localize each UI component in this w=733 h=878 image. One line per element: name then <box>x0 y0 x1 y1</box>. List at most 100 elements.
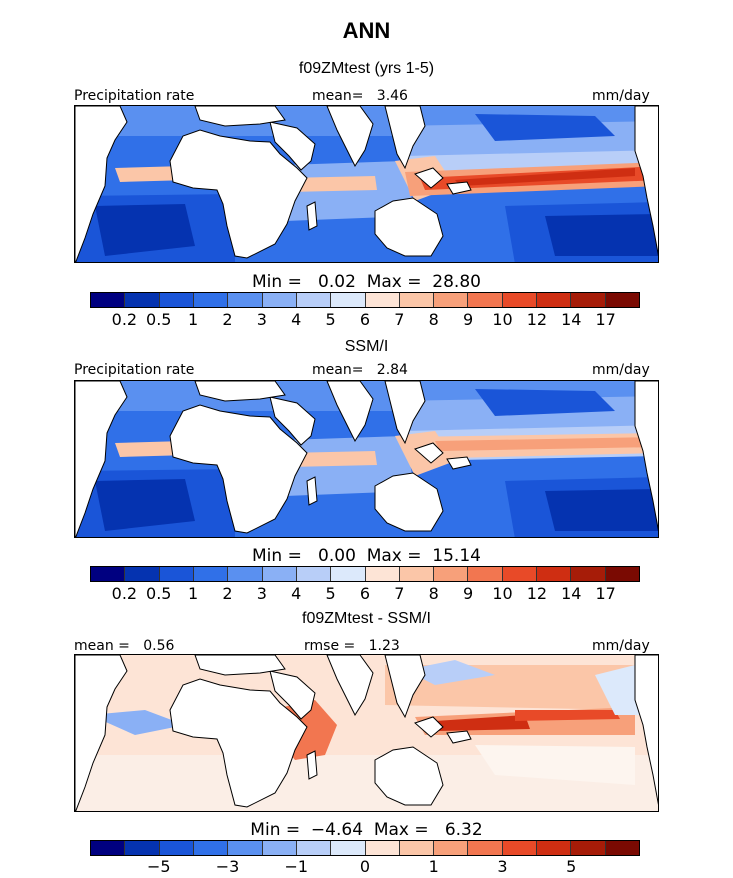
colorbar-tick-label: 12 <box>526 310 548 329</box>
panel-2-precip-map <box>74 380 659 538</box>
colorbar-swatch <box>331 841 366 855</box>
panel-2-mean-label: mean= 2.84 <box>312 362 408 378</box>
colorbar-tick-label: 6 <box>359 310 371 329</box>
panel-3-colorbar-ticks: −5 −3 −1 0 1 3 5 <box>90 857 640 877</box>
colorbar-tick-label: 12 <box>526 584 548 603</box>
colorbar-tick-label: 10 <box>492 584 513 603</box>
colorbar-swatch <box>193 567 229 581</box>
colorbar-swatch <box>502 293 538 307</box>
colorbar-swatch <box>91 567 126 581</box>
panel-2-units-label: mm/day <box>592 362 650 378</box>
colorbar-tick-label: 1 <box>428 857 439 876</box>
panel-1-precip-map <box>74 105 659 263</box>
colorbar-swatch <box>193 293 229 307</box>
colorbar-tick-label: 7 <box>394 584 405 603</box>
colorbar-swatch <box>91 293 126 307</box>
colorbar-swatch <box>537 567 572 581</box>
figure-title: ANN <box>342 18 391 43</box>
colorbar-tick-label: 0.2 <box>111 584 138 603</box>
colorbar-swatch <box>159 841 194 855</box>
colorbar-tick-label: 10 <box>492 310 513 329</box>
panel-1-colorbar <box>90 292 640 308</box>
colorbar-tick-label: 5 <box>566 857 577 876</box>
colorbar-tick-label: 0 <box>359 857 371 876</box>
colorbar-swatch <box>228 841 263 855</box>
colorbar-swatch <box>91 841 126 855</box>
colorbar-swatch <box>365 567 400 581</box>
panel-1-units-label: mm/day <box>592 88 650 104</box>
panel-3-subtitle: f09ZMtest - SSM/I <box>302 610 431 627</box>
panel-2-colorbar <box>90 566 640 582</box>
colorbar-tick-label: 17 <box>595 310 616 329</box>
panel-1-mean-label: mean= 3.46 <box>312 88 408 104</box>
colorbar-swatch <box>365 293 400 307</box>
colorbar-tick-label: 14 <box>561 584 582 603</box>
colorbar-swatch <box>228 567 263 581</box>
colorbar-swatch <box>605 293 639 307</box>
colorbar-tick-label: 9 <box>463 584 474 603</box>
panel-1-minmax: Min = 0.02 Max = 28.80 <box>252 272 481 292</box>
colorbar-tick-label: 17 <box>595 584 616 603</box>
colorbar-swatch <box>331 567 366 581</box>
colorbar-swatch <box>434 293 469 307</box>
colorbar-tick-label: 4 <box>291 584 302 603</box>
colorbar-tick-label: 8 <box>428 310 439 329</box>
colorbar-swatch <box>228 293 263 307</box>
panel-3-rmse-label: rmse = 1.23 <box>304 638 400 654</box>
colorbar-tick-label: 14 <box>561 310 582 329</box>
colorbar-tick-label: 7 <box>394 310 405 329</box>
colorbar-tick-label: −1 <box>284 857 309 876</box>
colorbar-swatch <box>262 293 297 307</box>
colorbar-swatch <box>571 293 606 307</box>
colorbar-swatch <box>571 567 606 581</box>
colorbar-tick-label: 1 <box>188 584 199 603</box>
colorbar-swatch <box>296 841 332 855</box>
colorbar-tick-label: 5 <box>325 310 336 329</box>
colorbar-swatch <box>399 567 435 581</box>
colorbar-swatch <box>125 293 160 307</box>
colorbar-swatch <box>468 567 503 581</box>
panel-2-subtitle: SSM/I <box>344 338 389 355</box>
colorbar-tick-label: 2 <box>222 584 233 603</box>
panel-1-subtitle: f09ZMtest (yrs 1-5) <box>298 60 435 77</box>
colorbar-swatch <box>296 293 332 307</box>
panel-3-difference-map <box>74 654 659 812</box>
colorbar-tick-label: −3 <box>215 857 240 876</box>
panel-2-variable-label: Precipitation rate <box>74 362 195 378</box>
colorbar-swatch <box>331 293 366 307</box>
colorbar-swatch <box>399 293 435 307</box>
colorbar-tick-label: −5 <box>146 857 171 876</box>
panel-2-colorbar-ticks: 0.2 0.5 1 2 3 4 5 6 7 8 9 10 12 14 17 <box>90 584 640 604</box>
colorbar-swatch <box>605 567 639 581</box>
colorbar-tick-label: 0.2 <box>111 310 138 329</box>
colorbar-swatch <box>537 293 572 307</box>
colorbar-tick-label: 3 <box>497 857 508 876</box>
colorbar-swatch <box>502 841 538 855</box>
colorbar-swatch <box>434 567 469 581</box>
colorbar-tick-label: 2 <box>222 310 233 329</box>
colorbar-tick-label: 3 <box>256 310 267 329</box>
colorbar-swatch <box>434 841 469 855</box>
colorbar-swatch <box>605 841 639 855</box>
colorbar-tick-label: 9 <box>463 310 474 329</box>
panel-3-colorbar <box>90 840 640 856</box>
colorbar-tick-label: 0.5 <box>146 310 172 329</box>
panel-3-mean-label: mean = 0.56 <box>74 638 175 654</box>
colorbar-tick-label: 3 <box>256 584 267 603</box>
panel-3-minmax: Min = −4.64 Max = 6.32 <box>250 820 483 840</box>
colorbar-swatch <box>399 841 435 855</box>
panel-1-colorbar-ticks: 0.2 0.5 1 2 3 4 5 6 7 8 9 10 12 14 17 <box>90 310 640 330</box>
colorbar-swatch <box>262 567 297 581</box>
colorbar-tick-label: 1 <box>188 310 199 329</box>
colorbar-swatch <box>125 567 160 581</box>
colorbar-tick-label: 0.5 <box>146 584 172 603</box>
colorbar-swatch <box>159 567 194 581</box>
colorbar-tick-label: 5 <box>325 584 336 603</box>
colorbar-swatch <box>159 293 194 307</box>
colorbar-swatch <box>262 841 297 855</box>
colorbar-swatch <box>502 567 538 581</box>
colorbar-tick-label: 8 <box>428 584 439 603</box>
panel-3-units-label: mm/day <box>592 638 650 654</box>
panel-2-minmax: Min = 0.00 Max = 15.14 <box>252 546 481 566</box>
colorbar-swatch <box>193 841 229 855</box>
